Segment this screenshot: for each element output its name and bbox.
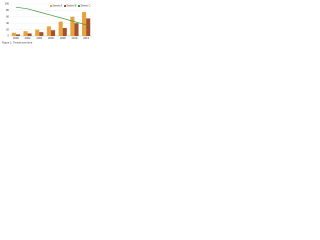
x-tick-label: 2008 <box>60 36 66 40</box>
bar <box>23 31 28 36</box>
bar <box>39 32 44 36</box>
bar <box>86 18 91 36</box>
bar <box>70 16 75 36</box>
legend-swatch <box>64 5 66 7</box>
y-tick-label: 60 <box>6 14 9 18</box>
legend-swatch <box>50 5 52 7</box>
y-tick-label: 80 <box>6 8 9 12</box>
bar <box>62 28 67 36</box>
y-tick-label: 40 <box>6 21 9 25</box>
legend-label: Series C <box>81 4 91 8</box>
bar <box>27 33 32 36</box>
bar <box>11 32 16 36</box>
y-tick-label: 20 <box>6 27 9 31</box>
x-tick-label: 2012 <box>83 36 89 40</box>
x-tick-label: 2000 <box>13 36 19 40</box>
caption: Figure 1. Trends over time <box>2 41 33 45</box>
x-tick-label: 2006 <box>48 36 54 40</box>
legend-swatch <box>78 5 80 7</box>
y-tick-label: 100 <box>5 2 10 6</box>
bar <box>58 21 63 36</box>
bar <box>74 23 79 36</box>
x-tick-label: 2002 <box>25 36 31 40</box>
line <box>15 6 87 26</box>
y-tick-label: 0 <box>8 34 10 38</box>
x-tick-label: 2010 <box>72 36 78 40</box>
legend-label: Series A <box>53 4 63 8</box>
x-tick-label: 2004 <box>36 36 42 40</box>
legend-label: Series B <box>67 4 77 8</box>
chart: Figure 1. Trends over time 0 20 40 60 80 100 2… <box>2 2 92 45</box>
bar <box>15 34 20 36</box>
bar <box>46 26 51 36</box>
bar <box>35 29 40 36</box>
bar <box>51 30 56 36</box>
